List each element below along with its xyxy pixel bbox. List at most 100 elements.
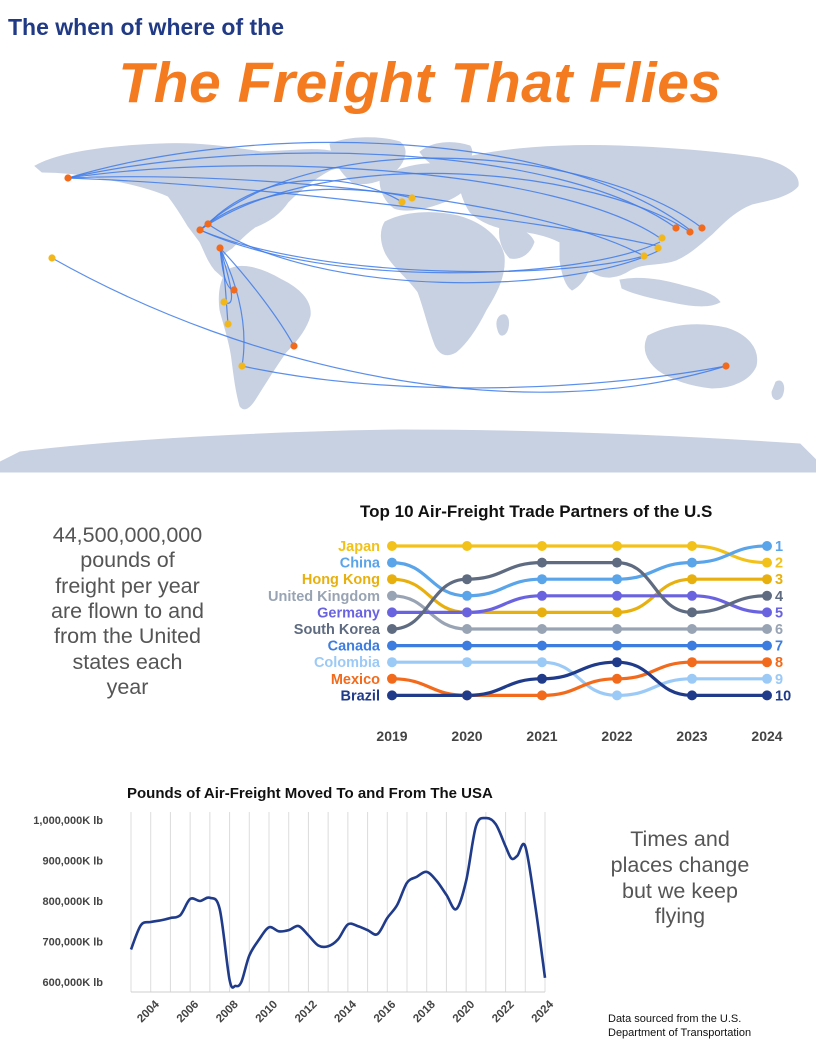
land-africa	[380, 212, 505, 356]
line-y-tick: 1,000,000K lb	[33, 815, 103, 827]
bump-rank-label: 2	[775, 556, 783, 572]
route-miami-chile	[219, 247, 245, 367]
bump-rank-label: 9	[775, 672, 783, 688]
bump-point	[612, 590, 622, 601]
marker-uk	[398, 198, 406, 206]
route-alaska-japan	[67, 141, 691, 231]
bump-point	[687, 690, 697, 701]
bump-rank-label: 1	[775, 539, 783, 555]
land-north-america	[34, 143, 357, 285]
bump-series-label: Mexico	[331, 672, 380, 688]
bump-x-tick: 2020	[451, 728, 482, 744]
stat-line: are flown to and	[51, 599, 204, 624]
bump-point	[387, 607, 397, 618]
bump-x-tick: 2023	[676, 728, 707, 744]
bump-series-label: Canada	[328, 639, 381, 655]
line-series-path	[129, 816, 547, 989]
bump-x-tick: 2024	[751, 728, 782, 744]
bump-series-label: United Kingdom	[268, 589, 380, 605]
route-alaska-korea	[67, 152, 677, 229]
land-south-america	[218, 265, 311, 410]
bump-rank-label: 5	[775, 605, 783, 621]
bump-point	[462, 574, 472, 585]
bump-series-label: China	[340, 556, 381, 572]
land-se-asia-islands	[619, 277, 721, 307]
bump-series-label: Germany	[317, 605, 380, 621]
bump-series-line	[391, 577, 767, 615]
bump-series-line	[391, 660, 767, 698]
bump-point	[537, 574, 547, 585]
page-kicker: The when of where of the	[8, 14, 285, 40]
bump-point	[612, 640, 622, 651]
line-x-tick: 2014	[332, 998, 359, 1025]
page-headline: The Freight That Flies	[118, 51, 722, 115]
land-asia	[454, 145, 799, 278]
line-y-tick: 900,000K lb	[42, 856, 103, 868]
line-x-tick: 2012	[293, 999, 320, 1026]
bump-point	[462, 590, 472, 601]
line-y-tick: 700,000K lb	[42, 936, 103, 948]
land-antarctica	[0, 429, 816, 473]
land-australia	[644, 324, 758, 389]
source-line: Data sourced from the U.S.	[608, 1013, 742, 1025]
marker-miami	[216, 244, 224, 252]
bump-point	[762, 673, 772, 684]
line-x-tick: 2004	[135, 998, 162, 1025]
bump-point	[762, 541, 772, 551]
line-y-tick: 600,000K lb	[42, 977, 103, 989]
marker-colombia	[230, 286, 238, 294]
bump-rank-label: 4	[775, 589, 783, 605]
bump-point	[537, 624, 547, 634]
bump-rank-label: 8	[775, 655, 783, 671]
route-us-germany	[199, 188, 413, 231]
route-hawaii-australia	[51, 257, 727, 393]
bump-series-label: Japan	[338, 539, 380, 555]
line-chart-title: Pounds of Air-Freight Moved To and From …	[127, 785, 493, 802]
tagline-line: flying	[654, 904, 706, 929]
bump-series-line	[391, 544, 768, 598]
bump-point	[537, 590, 547, 601]
bump-series-line	[391, 660, 767, 698]
marker-osaka	[686, 228, 694, 236]
bump-point	[687, 590, 697, 601]
bump-x-tick: 2022	[601, 728, 632, 744]
bump-series-line	[391, 594, 767, 631]
stat-line: 44,500,000,000	[52, 523, 203, 547]
bump-point	[537, 541, 547, 551]
stat-line: freight per year	[55, 573, 200, 598]
bump-point	[387, 640, 397, 651]
bump-point	[462, 607, 472, 618]
marker-brazil	[290, 342, 298, 350]
airport-markers	[48, 174, 730, 370]
bump-point	[462, 640, 472, 651]
marker-sydney	[722, 362, 730, 370]
bump-point	[687, 640, 697, 651]
bump-point	[762, 557, 772, 568]
route-us-china	[199, 229, 661, 274]
land-new-zealand	[771, 380, 785, 400]
marker-korea	[672, 224, 680, 232]
bump-rank-label: 10	[775, 688, 791, 704]
line-x-tick: 2020	[451, 999, 478, 1026]
land-madagascar	[496, 314, 509, 336]
bump-point	[387, 590, 397, 601]
bump-point	[687, 673, 697, 684]
route-us-hongkong	[199, 229, 645, 273]
route-alaska-china	[67, 165, 661, 239]
route-us-japan	[199, 157, 703, 231]
line-x-tick: 2018	[411, 998, 438, 1025]
stat-line: from the United	[54, 624, 201, 649]
bump-point	[462, 624, 472, 634]
marker-hawaii	[48, 254, 56, 262]
bump-point	[537, 673, 547, 684]
bump-point	[462, 657, 472, 668]
bump-series-line	[391, 560, 768, 631]
marker-us-west	[196, 226, 204, 234]
bump-series-label: Hong Kong	[302, 572, 380, 588]
marker-germany	[408, 194, 416, 202]
bump-series-line	[391, 660, 768, 698]
bump-point	[612, 574, 622, 585]
bump-point	[462, 541, 472, 551]
route-us-uk	[207, 179, 403, 225]
tagline-line: places change	[610, 852, 750, 877]
